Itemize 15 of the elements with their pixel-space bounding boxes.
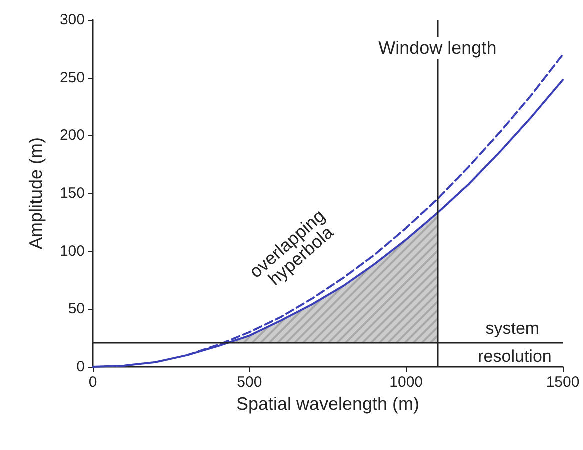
y-tick-label: 300 bbox=[60, 12, 85, 28]
x-tick-label: 1500 bbox=[546, 374, 580, 391]
x-axis-title: Spatial wavelength (m) bbox=[236, 394, 420, 414]
x-tick-label: 500 bbox=[237, 374, 262, 391]
y-tick-label: 0 bbox=[76, 358, 85, 376]
x-tick-label: 1000 bbox=[390, 374, 424, 391]
y-tick-label: 250 bbox=[60, 69, 85, 86]
ref-line-label: Window length bbox=[378, 38, 497, 58]
x-tick-label: 0 bbox=[88, 374, 98, 391]
y-tick-label: 100 bbox=[60, 242, 85, 260]
y-tick-label: 150 bbox=[60, 185, 85, 202]
y-tick-label: 200 bbox=[60, 127, 85, 144]
y-axis-title: Amplitude (m) bbox=[26, 137, 46, 250]
y-tick-label: 50 bbox=[68, 300, 85, 318]
ref-line-label: system resolution bbox=[478, 319, 552, 366]
